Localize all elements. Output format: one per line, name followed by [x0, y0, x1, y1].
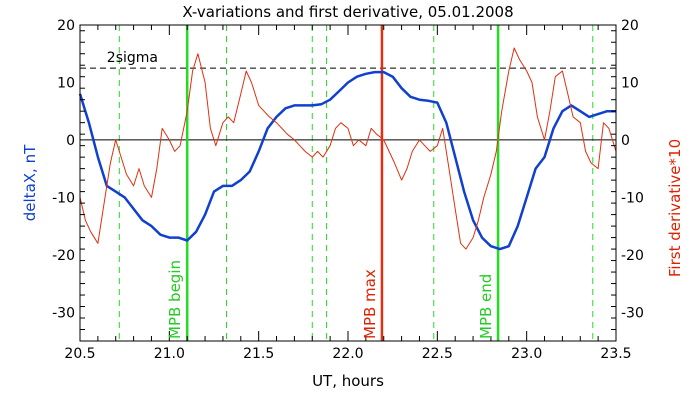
y-tick-label-right: -20: [621, 248, 644, 264]
plot-frame: [79, 24, 617, 342]
marker-label-0: MPB begin: [166, 260, 184, 339]
y-tick-label-right: 0: [621, 133, 630, 149]
series-line-1: [79, 47, 617, 250]
y-tick-label-left: -30: [52, 305, 75, 321]
x-tick-label: 23.5: [600, 346, 631, 362]
y-tick-label-left: 0: [66, 133, 75, 149]
x-tick-label: 23.0: [511, 346, 542, 362]
marker-label-2: MPB end: [477, 274, 495, 339]
y-tick-label-right: -30: [621, 305, 644, 321]
y-tick-label-right: 10: [621, 75, 639, 91]
x-tick-label: 22.0: [332, 346, 363, 362]
y-tick-label-right: -10: [621, 190, 644, 206]
chart-title: X-variations and first derivative, 05.01…: [182, 3, 513, 21]
y-tick-label-left: 10: [57, 75, 75, 91]
y-axis-label-left: deltaX, nT: [21, 144, 39, 221]
threshold-label: 2sigma: [107, 50, 158, 66]
x-tick-label: 20.5: [64, 346, 95, 362]
series-line-0: [78, 70, 616, 251]
x-tick-label: 22.5: [422, 346, 453, 362]
x-axis-label: UT, hours: [312, 372, 384, 390]
marker-label-1: MPB max: [361, 269, 379, 339]
y-tick-label-left: -10: [52, 190, 75, 206]
y-tick-label-left: 20: [57, 18, 75, 34]
y-tick-label-left: -20: [52, 248, 75, 264]
x-tick-label: 21.0: [154, 346, 185, 362]
y-tick-label-right: 20: [621, 18, 639, 34]
y-axis-label-right: First derivative*10: [666, 139, 684, 277]
x-tick-label: 21.5: [243, 346, 274, 362]
